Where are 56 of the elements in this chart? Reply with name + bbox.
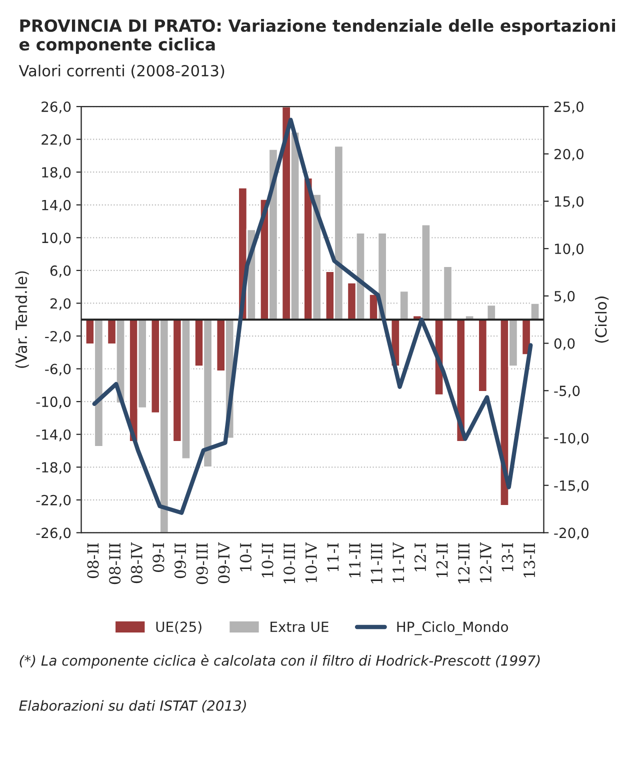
y-tick-label: -6,0 [45, 364, 71, 376]
bar [478, 318, 488, 392]
y-tick-label: 14,0 [42, 200, 71, 212]
x-tick-label: 10-IV [305, 542, 317, 582]
x-tick-label: 13-I [502, 543, 514, 572]
x-tick-label: 12-III [458, 543, 470, 584]
y2-tick-label: -15,0 [554, 480, 588, 492]
y-tick-label: -10,0 [36, 396, 71, 408]
legend-label: HP_Ciclo_Mondo [397, 621, 508, 636]
x-tick-label: 09-II [174, 543, 186, 578]
x-tick-label: 10-II [262, 543, 274, 578]
x-tick-label: 11-II [349, 543, 360, 578]
y2-tick-label: 10,0 [555, 244, 584, 256]
y-tick-label: 2,0 [50, 298, 71, 310]
y2-tick-label: 0,0 [554, 338, 575, 350]
chart-title: PROVINCIA DI PRATO: Variazione tendenziale delle esportazioni e componente ciclica [19, 19, 616, 54]
y2-tick-label: 25,0 [554, 102, 584, 114]
x-tick-label: 11-I [327, 543, 339, 572]
x-tick-label: 11-III [370, 543, 382, 584]
y-tick-label: 18,0 [42, 167, 71, 179]
x-tick-label: 09-III [196, 543, 208, 584]
x-tick-label: 09-IV [218, 542, 230, 584]
y2-tick-label: 5,0 [554, 290, 575, 303]
y2-axis-title: (Ciclo) [594, 296, 609, 343]
y-tick-label: 22,0 [42, 134, 71, 146]
y-tick-label: -26,0 [36, 528, 71, 540]
y2-tick-label: 15,0 [555, 196, 584, 208]
x-tick-label: 08-IV [130, 542, 142, 584]
x-tick-label: 08-III [109, 543, 121, 584]
x-tick-label: 12-I [414, 543, 426, 572]
y-tick-label: -2,0 [45, 330, 71, 343]
legend-label: Extra UE [270, 622, 328, 632]
y2-tick-label: -5,0 [554, 386, 580, 398]
x-tick-label: 11-IV [392, 542, 404, 582]
legend-label: UE(25) [156, 621, 202, 634]
y2-tick-label: 20,0 [554, 148, 584, 161]
y-tick-label: 10,0 [42, 232, 71, 245]
x-tick-label: 10-III [284, 543, 296, 584]
y-tick-label: -18,0 [36, 462, 71, 474]
x-tick-label: 10-I [240, 543, 252, 572]
y-tick-label: -14,0 [36, 429, 71, 442]
y2-tick-label: -20,0 [554, 528, 588, 540]
line-series [92, 118, 533, 515]
x-tick-label: 12-IV [480, 542, 492, 582]
y-tick-label: -22,0 [36, 494, 71, 507]
text: (*) La componente ciclica è calcolata con il filtro di Hodrick-Prescott (1997) [20, 654, 540, 668]
text: Elaborazioni su dati ISTAT (2013) [19, 700, 246, 713]
x-tick-label: 13-II [524, 543, 536, 578]
x-tick-label: 12-II [436, 543, 448, 578]
y-tick-label: 26,0 [42, 102, 71, 114]
x-tick-label: 09-I [152, 543, 164, 572]
x-tick-label: 08-II [87, 543, 99, 578]
y2-tick-label: -10,0 [554, 432, 588, 445]
y-axis-title: (Var. Tend.le) [15, 271, 29, 368]
y-tick-label: 6,0 [50, 265, 71, 278]
chart-subtitle: Valori correnti (2008-2013) [18, 64, 224, 78]
